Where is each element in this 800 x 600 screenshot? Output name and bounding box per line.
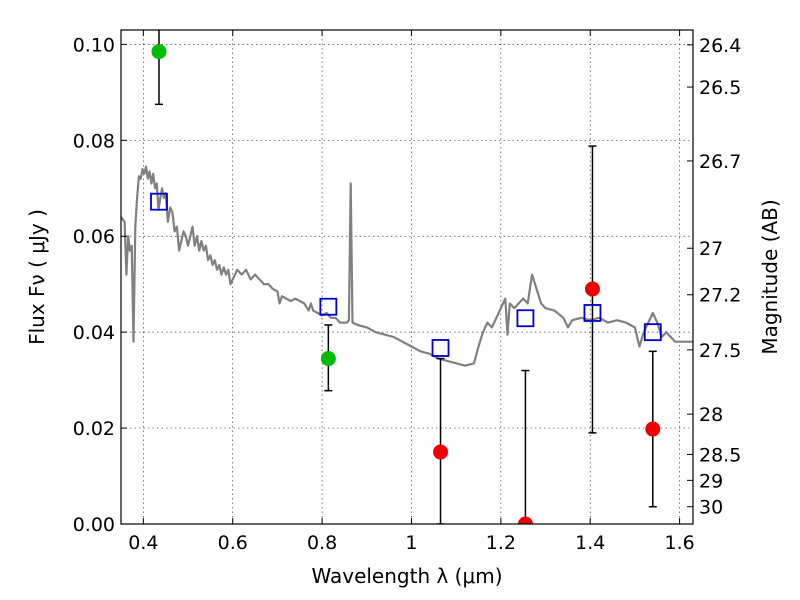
model-square-marker [319, 297, 338, 316]
model-square-marker [431, 339, 450, 357]
detection-point [151, 44, 167, 60]
y2-tick-label: 27.5 [699, 340, 741, 362]
x-tick-label: 0.6 [218, 532, 248, 554]
x-tick-label: 1 [405, 532, 417, 554]
detection-point [320, 351, 336, 367]
y-tick-label: 0.08 [73, 130, 115, 152]
y2-tick-label: 27.2 [699, 285, 741, 307]
nondetection-point [584, 281, 600, 297]
y2-tick-label: 26.5 [699, 77, 741, 99]
x-tick-label: 0.4 [128, 532, 158, 554]
y-axis-label: Flux Fν ( μJy ) [25, 209, 49, 345]
x-tick-label: 0.8 [307, 532, 337, 554]
model-square-marker [150, 192, 168, 211]
y2-tick-label: 27 [699, 238, 723, 260]
spectrum-line [121, 165, 693, 367]
y2-axis-label: Magnitude (AB) [758, 199, 782, 354]
y2-tick-label: 29 [699, 470, 723, 492]
x-tick-label: 1.4 [575, 532, 605, 554]
y2-tick-label: 28.5 [699, 444, 741, 466]
nondetection-point [433, 444, 449, 460]
y2-tick-label: 26.4 [699, 35, 741, 57]
y-tick-label: 0.10 [73, 34, 115, 56]
x-axis-label: Wavelength λ (μm) [311, 564, 502, 588]
y2-tick-label: 28 [699, 404, 723, 426]
nondetection-point [645, 421, 661, 437]
model-square-marker [583, 304, 602, 322]
y2-tick-label: 30 [699, 497, 723, 519]
model-square-marker [516, 309, 535, 328]
y-tick-label: 0.04 [73, 322, 115, 344]
model-square-marker [643, 323, 662, 342]
x-tick-label: 1.6 [664, 532, 694, 554]
y-tick-label: 0.00 [73, 514, 115, 536]
plot-frame [120, 29, 694, 525]
grid [121, 30, 693, 525]
y2-tick-label: 26.7 [699, 151, 741, 173]
axes-ticks: 0.4 0.6 0.8 1 1.2 1.4 1.6 0.00 0.02 0.04 0.06 0.08 0… [73, 30, 741, 554]
y-tick-label: 0.06 [73, 226, 115, 248]
x-tick-label: 1.2 [486, 532, 516, 554]
plot-area [121, 30, 693, 524]
nondetection-point [517, 516, 533, 524]
y-tick-label: 0.02 [73, 418, 115, 440]
